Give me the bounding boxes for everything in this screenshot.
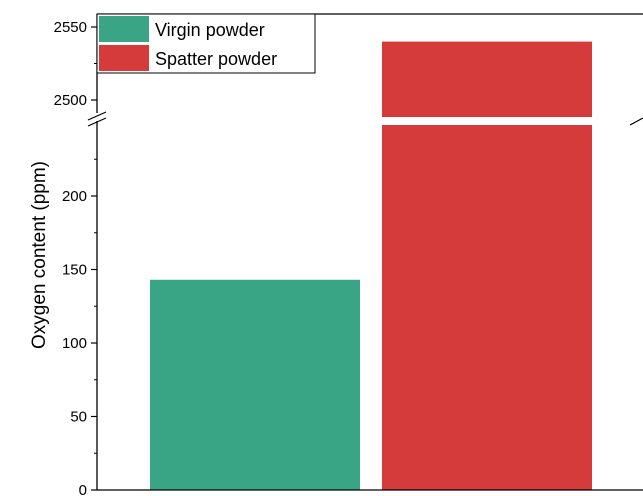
legend: Virgin powder Spatter powder (96, 13, 316, 74)
legend-swatch-virgin-powder (99, 16, 149, 42)
bar-virgin-powder (150, 279, 360, 490)
bar-spatter-powder-lower (382, 125, 592, 490)
y-tick-label-200: 200 (62, 188, 87, 205)
axis-break-mark-lower (87, 117, 107, 127)
ticks-group: 0 50 100 150 200 2500 2550 (54, 19, 97, 496)
y-tick-label-2500: 2500 (54, 92, 87, 109)
y-axis-title: Oxygen content (ppm) (29, 161, 50, 349)
legend-label-spatter-powder: Spatter powder (155, 49, 277, 69)
legend-label-virgin-powder: Virgin powder (155, 20, 265, 40)
y-tick-label-100: 100 (62, 335, 87, 352)
bar-spatter-powder-upper (382, 41, 592, 117)
bars-group (150, 41, 592, 490)
y-tick-label-150: 150 (62, 262, 87, 279)
legend-swatch-spatter-powder (99, 45, 149, 71)
axis-break-mark-right (629, 117, 643, 126)
y-tick-label-0: 0 (79, 482, 87, 496)
y-tick-label-2550: 2550 (54, 19, 87, 36)
y-tick-label-50: 50 (70, 409, 87, 426)
axis-break-mark-upper (87, 111, 107, 121)
